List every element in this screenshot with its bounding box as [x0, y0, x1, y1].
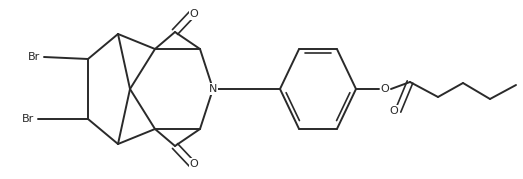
Text: O: O — [190, 159, 198, 169]
Text: O: O — [390, 106, 399, 116]
Text: O: O — [190, 9, 198, 19]
Text: N: N — [209, 84, 217, 94]
Text: Br: Br — [28, 52, 40, 62]
Text: O: O — [381, 84, 390, 94]
Text: Br: Br — [22, 114, 34, 124]
